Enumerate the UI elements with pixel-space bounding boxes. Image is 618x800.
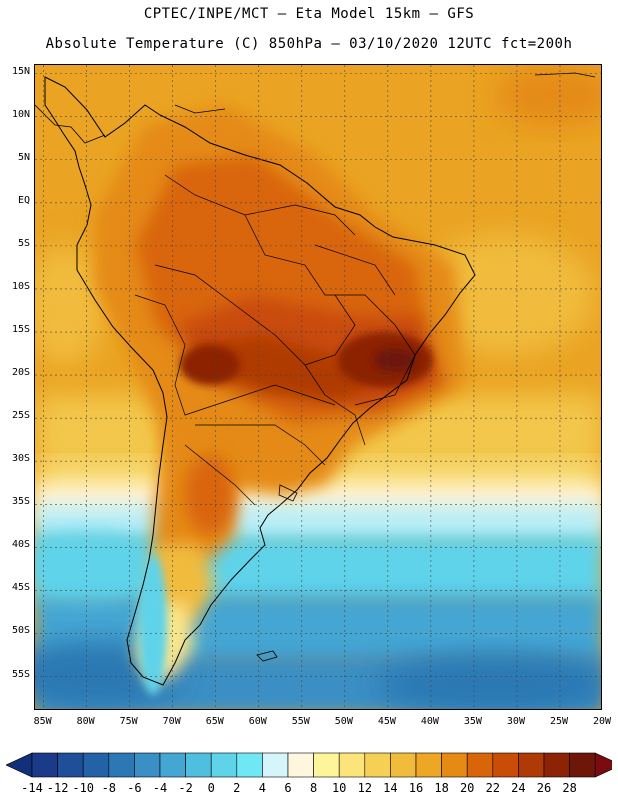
lon-tick-label: 20W <box>592 716 612 727</box>
colorbar-swatch <box>82 752 110 778</box>
colorbar-swatch <box>236 752 263 778</box>
lat-tick-label: EQ <box>17 194 30 206</box>
continent-coastline <box>44 76 476 686</box>
lat-tick-label: 20S <box>11 367 30 379</box>
map-subtitle: Absolute Temperature (C) 850hPa – 03/10/… <box>45 36 573 52</box>
lat-tick-label: 40S <box>11 539 30 551</box>
lon-tick-label: 45W <box>377 716 396 727</box>
lat-tick-label: 35S <box>11 496 30 508</box>
colorbar-label: 6 <box>284 781 292 795</box>
colorbar-swatch <box>57 752 84 778</box>
colorbar-label: 28 <box>562 781 577 795</box>
cuyo-warm <box>185 455 235 535</box>
colorbar-swatch <box>108 752 135 778</box>
colorbar-swatch <box>543 752 570 778</box>
colorbar-swatch <box>31 752 58 778</box>
colorbar-swatch <box>210 752 238 778</box>
lat-tick-label: 55S <box>11 668 30 680</box>
temperature-map <box>34 64 602 710</box>
lon-tick-label: 35W <box>463 716 482 727</box>
lat-tick-label: 15N <box>11 65 30 77</box>
colorbar-label: 18 <box>434 781 449 795</box>
lon-tick-label: 75W <box>119 716 138 727</box>
colorbar-swatch <box>569 752 596 778</box>
falklands-islands <box>256 650 278 662</box>
hottest-core <box>373 348 417 372</box>
lon-tick-label: 50W <box>334 716 353 727</box>
colorbar-label: -8 <box>101 781 117 795</box>
warm-patch-northeast <box>495 65 601 125</box>
colorbar-label: 16 <box>408 781 424 795</box>
colorbar-swatch <box>364 752 391 778</box>
colorbar-under-arrow <box>6 752 33 778</box>
colorbar-swatch <box>492 752 519 778</box>
colorbar-swatch <box>185 752 212 778</box>
lon-tick-label: 60W <box>248 716 267 727</box>
lon-tick-label: 65W <box>205 716 224 727</box>
colorbar-label: 4 <box>258 781 266 795</box>
lon-tick-label: 85W <box>33 716 52 727</box>
colorbar-swatch <box>415 752 442 778</box>
lon-tick-label: 55W <box>291 716 310 727</box>
lon-tick-label: 25W <box>549 716 568 727</box>
colorbar-swatch <box>262 752 289 778</box>
andes-cool-strip <box>139 555 167 695</box>
lat-tick-label: 25S <box>11 410 30 422</box>
colorbar-label: 10 <box>331 781 347 795</box>
colorbar-label: 14 <box>383 781 398 795</box>
lat-tick-label: 10N <box>11 108 30 120</box>
colorbar-label: 2 <box>233 781 241 795</box>
lat-tick-label: 5N <box>17 151 30 163</box>
colorbar-label: -6 <box>127 781 142 795</box>
colorbar-swatch <box>390 752 417 778</box>
lagoon-south <box>278 484 298 502</box>
color-scale-bar <box>6 752 612 778</box>
cold-tongue-west <box>35 535 155 595</box>
colorbar-over-arrow <box>594 752 612 778</box>
colorbar-label: 12 <box>357 781 373 795</box>
colorbar-label: -14 <box>21 781 43 795</box>
lat-tick-label: 30S <box>11 453 30 465</box>
lat-tick-label: 45S <box>11 582 30 594</box>
colorbar-label: -2 <box>178 781 193 795</box>
colorbar-label: 24 <box>511 781 526 795</box>
map-title: CPTEC/INPE/MCT – Eta Model 15km – GFS <box>143 6 475 22</box>
colorbar-label: 0 <box>207 781 215 795</box>
lon-tick-label: 30W <box>506 716 525 727</box>
colorbar-label: 26 <box>536 781 552 795</box>
colorbar-swatch <box>518 752 545 778</box>
colorbar-label: 22 <box>485 781 501 795</box>
colorbar-label: -10 <box>72 781 95 795</box>
lon-tick-label: 40W <box>420 716 439 727</box>
cool-patch-west <box>35 245 105 365</box>
colorbar-swatch <box>159 752 186 778</box>
lat-tick-label: 10S <box>11 280 30 292</box>
colorbar-swatch <box>134 752 161 778</box>
country-borders <box>134 174 416 506</box>
lat-tick-label: 5S <box>17 237 30 249</box>
caribbean-coast <box>35 72 596 144</box>
cold-core-southeast <box>375 655 601 709</box>
colorbar-label: -4 <box>152 781 168 795</box>
colorbar-label: 20 <box>459 781 475 795</box>
lat-tick-label: 50S <box>11 625 30 637</box>
colorbar-swatch <box>287 752 314 778</box>
colorbar-swatch <box>338 752 366 778</box>
colorbar-swatch <box>466 752 494 778</box>
colorbar-label: -12 <box>46 781 69 795</box>
colorbar-swatch <box>313 752 340 778</box>
lon-tick-label: 70W <box>162 716 181 727</box>
hot-core-center <box>180 345 240 385</box>
colorbar-label: 8 <box>309 781 318 795</box>
lon-tick-label: 80W <box>76 716 95 727</box>
lat-tick-label: 15S <box>11 324 30 335</box>
colorbar-swatch <box>441 752 468 778</box>
